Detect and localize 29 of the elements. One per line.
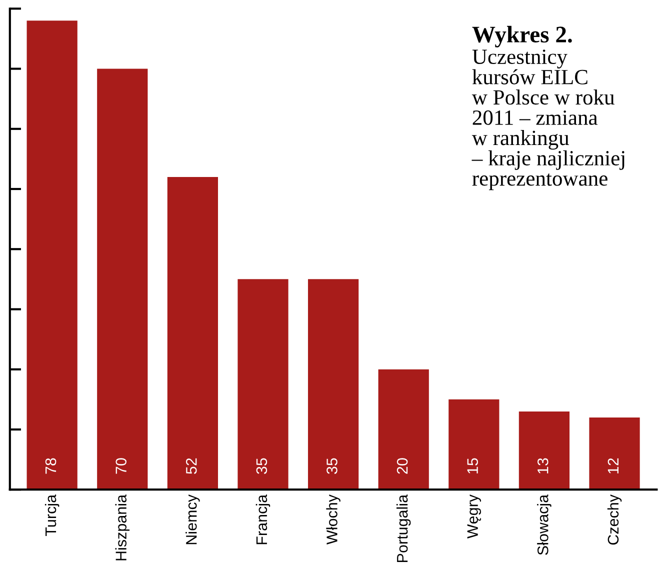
- x-tick-label: Hiszpania: [115, 494, 130, 560]
- bar: [589, 417, 640, 490]
- data-label: 52: [186, 458, 197, 474]
- x-tick-label: Słowacja: [537, 494, 552, 555]
- bar: [97, 68, 148, 490]
- data-label: 13: [537, 458, 548, 474]
- bar: [378, 369, 429, 490]
- data-label: 35: [256, 458, 268, 474]
- data-label: 15: [467, 458, 478, 474]
- data-label: 12: [608, 458, 618, 474]
- x-tick-label: Czechy: [607, 494, 622, 545]
- bar: [238, 279, 288, 490]
- data-label: 35: [326, 458, 338, 474]
- x-tick-label: Niemcy: [186, 494, 200, 544]
- x-tick-label: Włochy: [326, 494, 340, 544]
- text: Uczestnicy kursów EILC w Polsce w roku 2011 – zmiana w rankingu – kraje najliczniej reprezentowane: [472, 50, 624, 190]
- x-tick-label: Francja: [256, 494, 270, 544]
- data-label: 78: [45, 458, 56, 474]
- text: Wykres 2.: [472, 26, 572, 48]
- bar: [518, 411, 570, 490]
- bar: [308, 279, 359, 490]
- x-tick-label: Portugalia: [396, 494, 411, 562]
- data-label: 70: [116, 458, 126, 474]
- bar: [26, 20, 78, 490]
- bar: [448, 399, 500, 490]
- x-tick-label: Turcja: [44, 494, 60, 536]
- bar: [167, 176, 218, 490]
- data-label: 20: [396, 458, 408, 474]
- x-tick-label: Węgry: [467, 494, 482, 539]
